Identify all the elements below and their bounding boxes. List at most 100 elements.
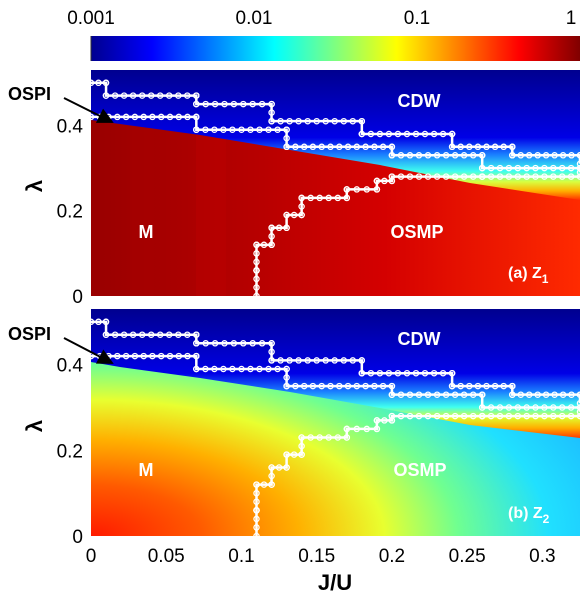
boundary-marker xyxy=(268,464,275,471)
svg-text:(b) Z2: (b) Z2 xyxy=(508,505,550,526)
boundary-marker xyxy=(388,173,396,180)
boundary-marker xyxy=(240,340,247,347)
boundary-marker xyxy=(175,331,182,338)
boundary-marker xyxy=(442,412,450,420)
boundary-marker xyxy=(576,164,581,172)
boundary-marker xyxy=(336,143,343,151)
boundary-marker xyxy=(478,152,486,159)
panel-label-b: (b) Z2 xyxy=(508,505,550,526)
boundary-marker xyxy=(505,173,513,180)
boundary-marker xyxy=(469,173,477,180)
boundary-marker xyxy=(268,241,275,249)
boundary-marker xyxy=(202,365,209,373)
boundary-marker xyxy=(193,340,200,347)
boundary-marker xyxy=(283,211,290,219)
boundary-marker xyxy=(268,481,275,488)
boundary-marker xyxy=(415,152,423,159)
y-tick-label: 0 xyxy=(72,527,83,548)
boundary-marker xyxy=(523,412,530,420)
x-tick-label: 0.3 xyxy=(529,546,555,567)
boundary-marker xyxy=(268,224,275,232)
y-ticks-a: 0 0.2 0.4 xyxy=(57,116,84,308)
boundary-marker xyxy=(406,391,414,398)
boundary-marker xyxy=(451,391,459,398)
boundary-marker xyxy=(358,130,366,138)
boundary-marker xyxy=(220,126,227,133)
boundary-marker xyxy=(421,369,429,377)
boundary-marker xyxy=(193,113,200,121)
boundary-marker xyxy=(448,143,456,151)
boundary-marker xyxy=(304,357,311,364)
boundary-marker xyxy=(184,113,191,121)
boundary-marker xyxy=(534,391,541,398)
boundary-marker xyxy=(229,365,236,373)
y-tick-label: 0.4 xyxy=(57,356,84,377)
boundary-marker xyxy=(253,241,260,249)
boundary-marker xyxy=(466,382,473,390)
colorbar-tick-label: 0.001 xyxy=(67,8,115,29)
boundary-marker xyxy=(295,117,302,125)
boundary-marker xyxy=(541,412,548,420)
boundary-marker xyxy=(277,117,284,125)
boundary-marker xyxy=(253,481,260,488)
boundary-marker xyxy=(193,92,200,99)
boundary-marker xyxy=(131,113,139,121)
boundary-marker xyxy=(87,352,95,360)
boundary-marker xyxy=(283,224,290,232)
boundary-marker xyxy=(344,382,352,390)
boundary-marker xyxy=(371,143,378,151)
boundary-marker xyxy=(362,143,369,151)
boundary-marker xyxy=(268,348,275,356)
boundary-marker xyxy=(193,100,200,108)
boundary-marker xyxy=(439,369,447,377)
boundary-marker xyxy=(238,126,245,133)
boundary-marker xyxy=(551,152,558,159)
boundary-marker xyxy=(442,391,450,398)
boundary-marker xyxy=(193,126,200,133)
boundary-marker xyxy=(316,434,323,441)
boundary-marker xyxy=(298,434,305,441)
boundary-marker xyxy=(253,507,260,514)
boundary-marker xyxy=(430,369,438,377)
boundary-marker xyxy=(220,365,227,373)
boundary-marker xyxy=(388,417,396,424)
boundary-marker xyxy=(322,117,329,125)
boundary-marker xyxy=(509,382,516,390)
boundary-marker xyxy=(559,152,567,159)
boundary-marker xyxy=(307,434,314,441)
boundary-marker xyxy=(157,352,165,360)
boundary-marker xyxy=(316,194,323,202)
boundary-marker xyxy=(514,164,522,172)
boundary-marker xyxy=(120,92,128,99)
boundary-marker xyxy=(559,391,567,398)
boundary-marker xyxy=(363,186,371,193)
boundary-marker xyxy=(343,194,351,202)
boundary-marker xyxy=(388,391,396,398)
y-tick-label: 0.4 xyxy=(57,116,84,137)
boundary-marker xyxy=(253,498,260,505)
boundary-marker xyxy=(381,177,388,185)
boundary-marker xyxy=(367,130,375,138)
boundary-marker xyxy=(131,352,139,360)
boundary-marker xyxy=(343,434,351,441)
boundary-marker xyxy=(274,126,281,133)
boundary-marker xyxy=(532,164,539,172)
boundary-marker xyxy=(433,152,441,159)
boundary-marker xyxy=(334,434,342,441)
boundary-marker xyxy=(290,211,298,219)
boundary-marker xyxy=(514,173,522,180)
boundary-marker xyxy=(95,318,102,326)
boundary-marker xyxy=(202,100,209,108)
boundary-marker xyxy=(175,92,182,99)
boundary-marker xyxy=(253,250,260,257)
boundary-marker xyxy=(157,113,165,121)
boundary-marker xyxy=(102,92,110,99)
boundary-marker xyxy=(229,126,236,133)
boundary-marker xyxy=(496,164,504,172)
x-tick-label: 0.25 xyxy=(449,546,486,567)
boundary-marker xyxy=(487,173,495,180)
boundary-marker xyxy=(496,173,504,180)
boundary-marker xyxy=(147,92,155,99)
boundary-marker xyxy=(87,318,95,326)
boundary-marker xyxy=(406,412,414,420)
